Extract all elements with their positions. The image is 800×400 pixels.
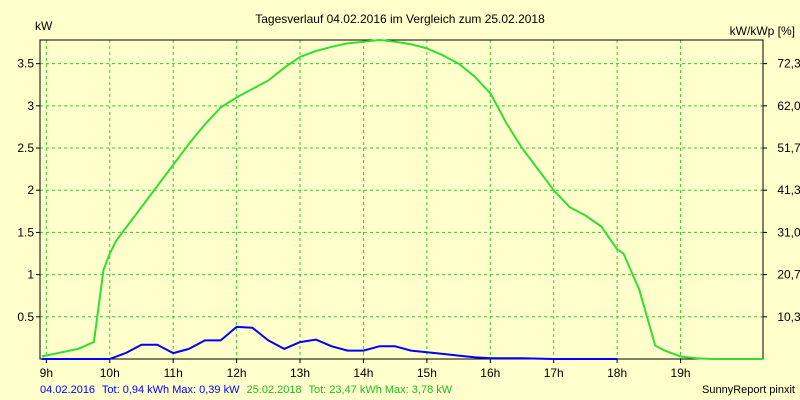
series-line-2016: [41, 325, 618, 360]
footer-series2-stats: Tot: 23,47 kWh Max: 3,78 kW: [308, 384, 452, 396]
y-left-tick-label-1: 1: [27, 268, 34, 282]
x-tick-label-3: 12h: [227, 366, 247, 380]
chart-title: Tagesverlauf 04.02.2016 im Vergleich zum…: [255, 12, 545, 26]
footer-legend: 04.02.2016 Tot: 0,94 kWh Max: 0,39 kW 25…: [40, 384, 453, 396]
series-line-2018: [41, 39, 763, 360]
x-tick-label-4: 13h: [290, 366, 310, 380]
y-axis-left-label: kW: [35, 19, 53, 33]
y-right-tick-label-6: 72,3: [777, 57, 800, 71]
y-left-tick-labels: 0.5 1 1.5 2 2.5 3 3.5: [17, 57, 40, 324]
x-tick-label-1: 10h: [100, 366, 120, 380]
x-tick-label-5: 14h: [353, 366, 373, 380]
x-tick-label-10: 19h: [671, 366, 691, 380]
y-right-tick-labels: 10,3 20,7 31,0 41,3 51,7 62,0 72,3: [763, 57, 800, 324]
y-right-tick-label-1: 20,7: [777, 268, 800, 282]
x-tick-label-9: 18h: [607, 366, 627, 380]
y-left-tick-label-4: 2.5: [17, 141, 34, 155]
footer-series1-date: 04.02.2016: [40, 384, 95, 396]
y-left-tick-label-0: 0.5: [17, 310, 34, 324]
footer-series2-date: 25.02.2018: [247, 384, 302, 396]
axes: [39, 39, 764, 360]
footer-credit: SunnyReport pinxit: [702, 384, 795, 396]
x-tick-labels: 9h 10h 11h 12h 13h 14h 15h 16h 17h 18h 19h: [40, 359, 691, 380]
grid-lines: [40, 40, 763, 359]
y-axis-right-label: kW/kWp [%]: [730, 24, 795, 38]
y-right-tick-label-0: 10,3: [777, 310, 800, 324]
y-left-tick-label-2: 1.5: [17, 225, 34, 239]
y-right-tick-label-4: 51,7: [777, 141, 800, 155]
y-left-tick-label-6: 3.5: [17, 57, 34, 71]
y-right-tick-label-5: 62,0: [777, 99, 800, 113]
series-lines: [41, 39, 763, 360]
x-tick-label-0: 9h: [40, 366, 53, 380]
x-tick-label-7: 16h: [480, 366, 500, 380]
x-tick-label-2: 11h: [164, 366, 183, 380]
footer-series1-stats: Tot: 0,94 kWh Max: 0,39 kW: [102, 384, 240, 396]
plot-frame: [39, 39, 764, 360]
y-left-tick-label-5: 3: [27, 99, 34, 113]
y-right-tick-label-2: 31,0: [777, 225, 800, 239]
x-tick-label-8: 17h: [544, 366, 564, 380]
x-tick-label-6: 15h: [417, 366, 437, 380]
y-right-tick-label-3: 41,3: [777, 183, 800, 197]
y-left-tick-label-3: 2: [27, 183, 34, 197]
